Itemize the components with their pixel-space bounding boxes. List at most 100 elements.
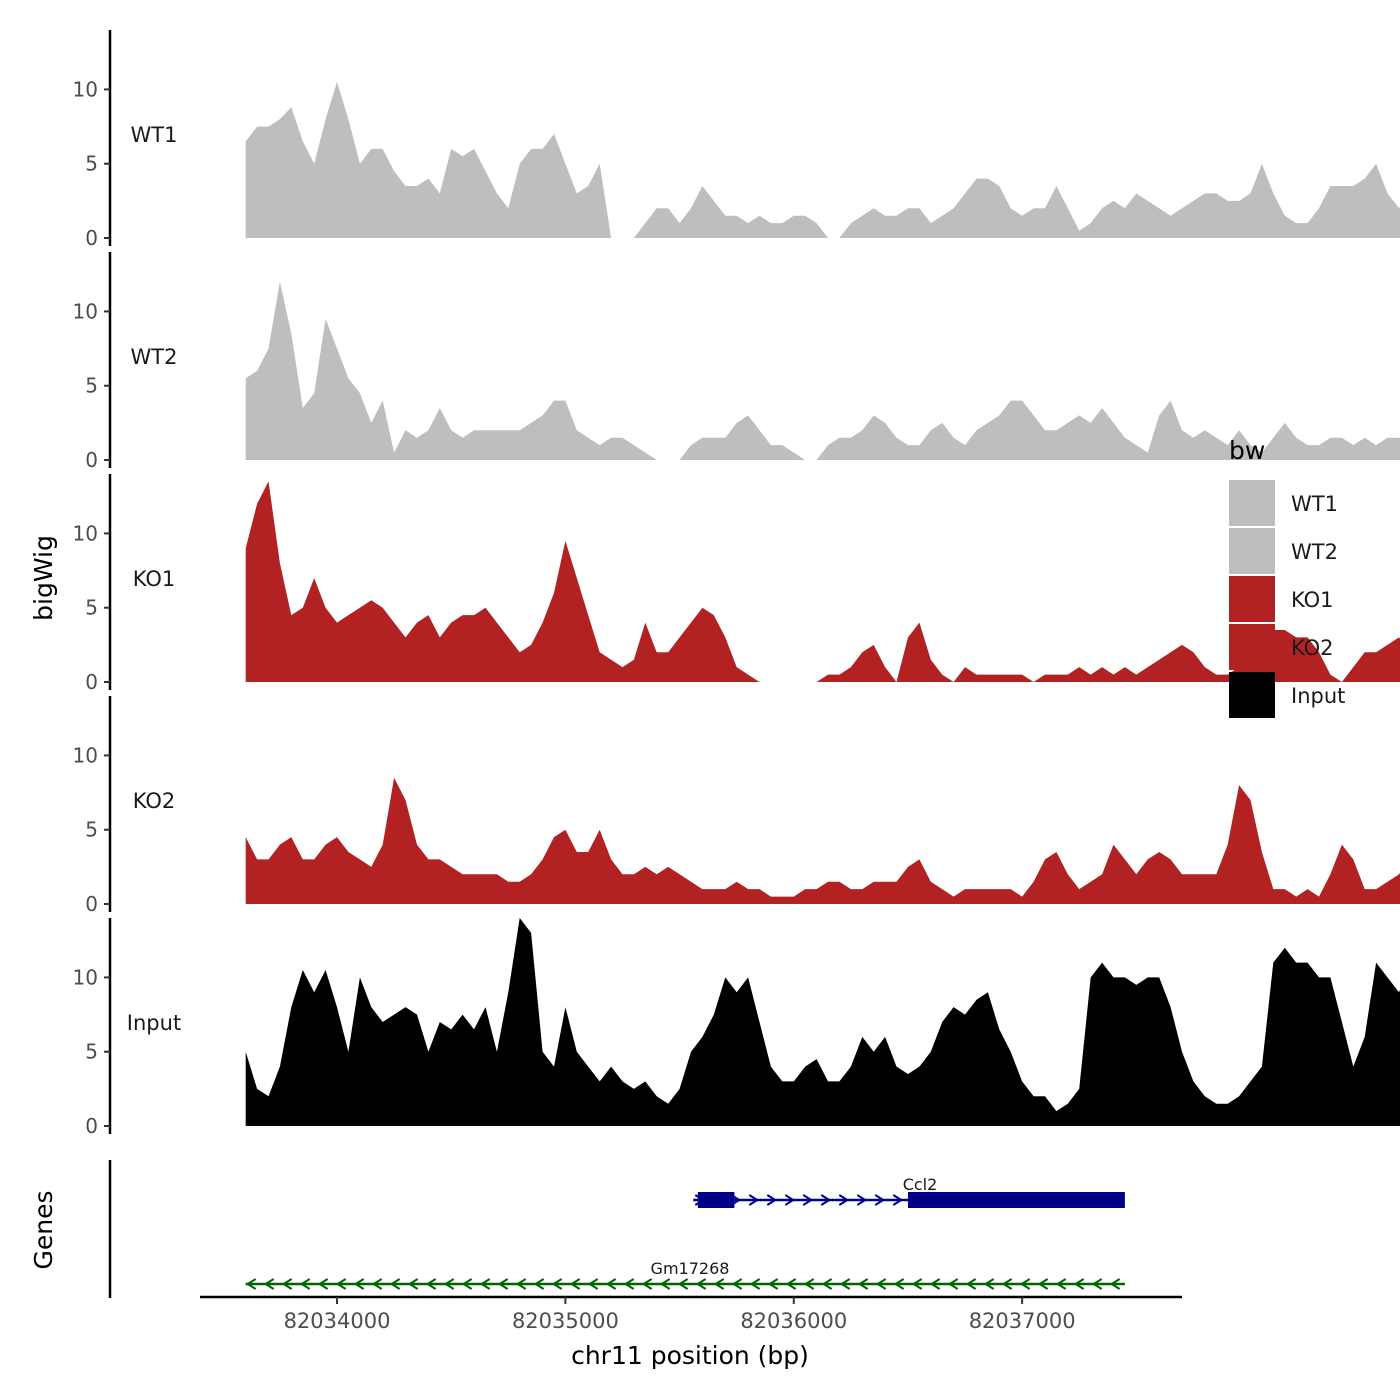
gene-exon [697,1192,735,1208]
strand-chevron [875,1278,887,1290]
strand-chevron [479,1278,491,1290]
gene-label: Ccl2 [903,1175,938,1194]
genes-axis-label: Genes [29,1190,58,1269]
y-tick-label: 10 [73,521,98,545]
legend-label: WT1 [1291,492,1338,516]
y-tick-label: 0 [85,670,98,694]
y-tick-label: 10 [73,77,98,101]
strand-chevron [911,1278,923,1290]
legend-label: Input [1291,684,1345,708]
track-wt2: 0 5 10 WT2 [73,252,1400,472]
x-axis: 82034000 82035000 82036000 82037000 [200,1295,1182,1333]
strand-chevron [874,1194,886,1206]
legend-label: KO2 [1291,636,1334,660]
strand-chevron [821,1278,833,1290]
track-label: KO1 [133,567,176,591]
y-tick-label: 5 [85,596,98,620]
area-ko2 [245,777,1400,904]
strand-chevron [785,1278,797,1290]
strand-chevron [731,1278,743,1290]
strand-chevron [353,1278,365,1290]
area-input [245,918,1400,1126]
gene-ccl2: Ccl2 [693,1175,1125,1208]
strand-chevron [784,1194,796,1206]
x-tick-label: 82036000 [740,1309,847,1333]
strand-chevron [425,1278,437,1290]
legend-swatch [1229,576,1275,622]
x-tick-label: 82035000 [512,1309,619,1333]
strand-chevron [820,1194,832,1206]
strand-chevron [695,1278,707,1290]
strand-chevron [802,1194,814,1206]
strand-chevron [497,1278,509,1290]
strand-chevron [713,1278,725,1290]
y-tick-label: 0 [85,892,98,916]
y-tick-label: 5 [85,374,98,398]
strand-chevron [659,1278,671,1290]
strand-chevron [677,1278,689,1290]
legend-swatch [1229,672,1275,718]
legend-entry-ko2: KO2 [1229,624,1334,670]
strand-chevron [263,1278,275,1290]
area-wt2 [245,281,1400,460]
track-label: WT2 [131,345,178,369]
strand-chevron [245,1278,257,1290]
y-tick-label: 10 [73,299,98,323]
strand-chevron [1109,1278,1121,1290]
strand-chevron [461,1278,473,1290]
strand-chevron [1091,1278,1103,1290]
legend-swatch [1229,528,1275,574]
strand-chevron [1073,1278,1085,1290]
strand-chevron [569,1278,581,1290]
strand-chevron [838,1194,850,1206]
strand-chevron [929,1278,941,1290]
track-wt1: 0 5 10 WT1 [73,30,1400,250]
strand-chevron [839,1278,851,1290]
strand-chevron [371,1278,383,1290]
area-ko1 [245,481,1400,682]
strand-chevron [767,1278,779,1290]
strand-chevron [856,1194,868,1206]
strand-chevron [893,1278,905,1290]
legend-entry-ko1: KO1 [1229,576,1334,622]
strand-chevron [515,1278,527,1290]
y-tick-label: 0 [85,448,98,472]
strand-chevron [389,1278,401,1290]
strand-chevron [407,1278,419,1290]
strand-chevron [1055,1278,1067,1290]
gene-exon [907,1192,1125,1208]
y-tick-label: 10 [73,743,98,767]
strand-chevron [335,1278,347,1290]
strand-chevron [749,1278,761,1290]
area-wt1 [245,82,1400,238]
legend-label: KO1 [1291,588,1334,612]
strand-chevron [1037,1278,1049,1290]
strand-chevron [641,1278,653,1290]
track-input: 0 5 10 Input [73,918,1400,1138]
strand-chevron [748,1194,760,1206]
y-axis-label: bigWig [29,535,58,621]
strand-chevron [587,1278,599,1290]
y-tick-label: 0 [85,1114,98,1138]
strand-chevron [281,1278,293,1290]
legend-swatch [1229,624,1275,670]
y-tick-label: 5 [85,152,98,176]
strand-chevron [766,1194,778,1206]
strand-chevron [299,1278,311,1290]
track-label: KO2 [133,789,176,813]
strand-chevron [533,1278,545,1290]
strand-chevron [892,1194,904,1206]
legend-label: WT2 [1291,540,1338,564]
strand-chevron [443,1278,455,1290]
genes-track: Ccl2 Gm17268 [108,1160,1125,1298]
signal-tracks: 0 5 10 WT1 0 5 10 WT2 0 5 10 KO1 0 5 10 KO2 0 5 10 Input [73,30,1400,1138]
strand-chevron [983,1278,995,1290]
strand-chevron [551,1278,563,1290]
y-tick-label: 5 [85,818,98,842]
legend: WT1 WT2 KO1 KO2 Input [1229,480,1345,718]
track-label: Input [127,1011,181,1035]
x-axis-label: chr11 position (bp) [571,1341,809,1370]
legend-entry-wt1: WT1 [1229,480,1338,526]
strand-chevron [605,1278,617,1290]
